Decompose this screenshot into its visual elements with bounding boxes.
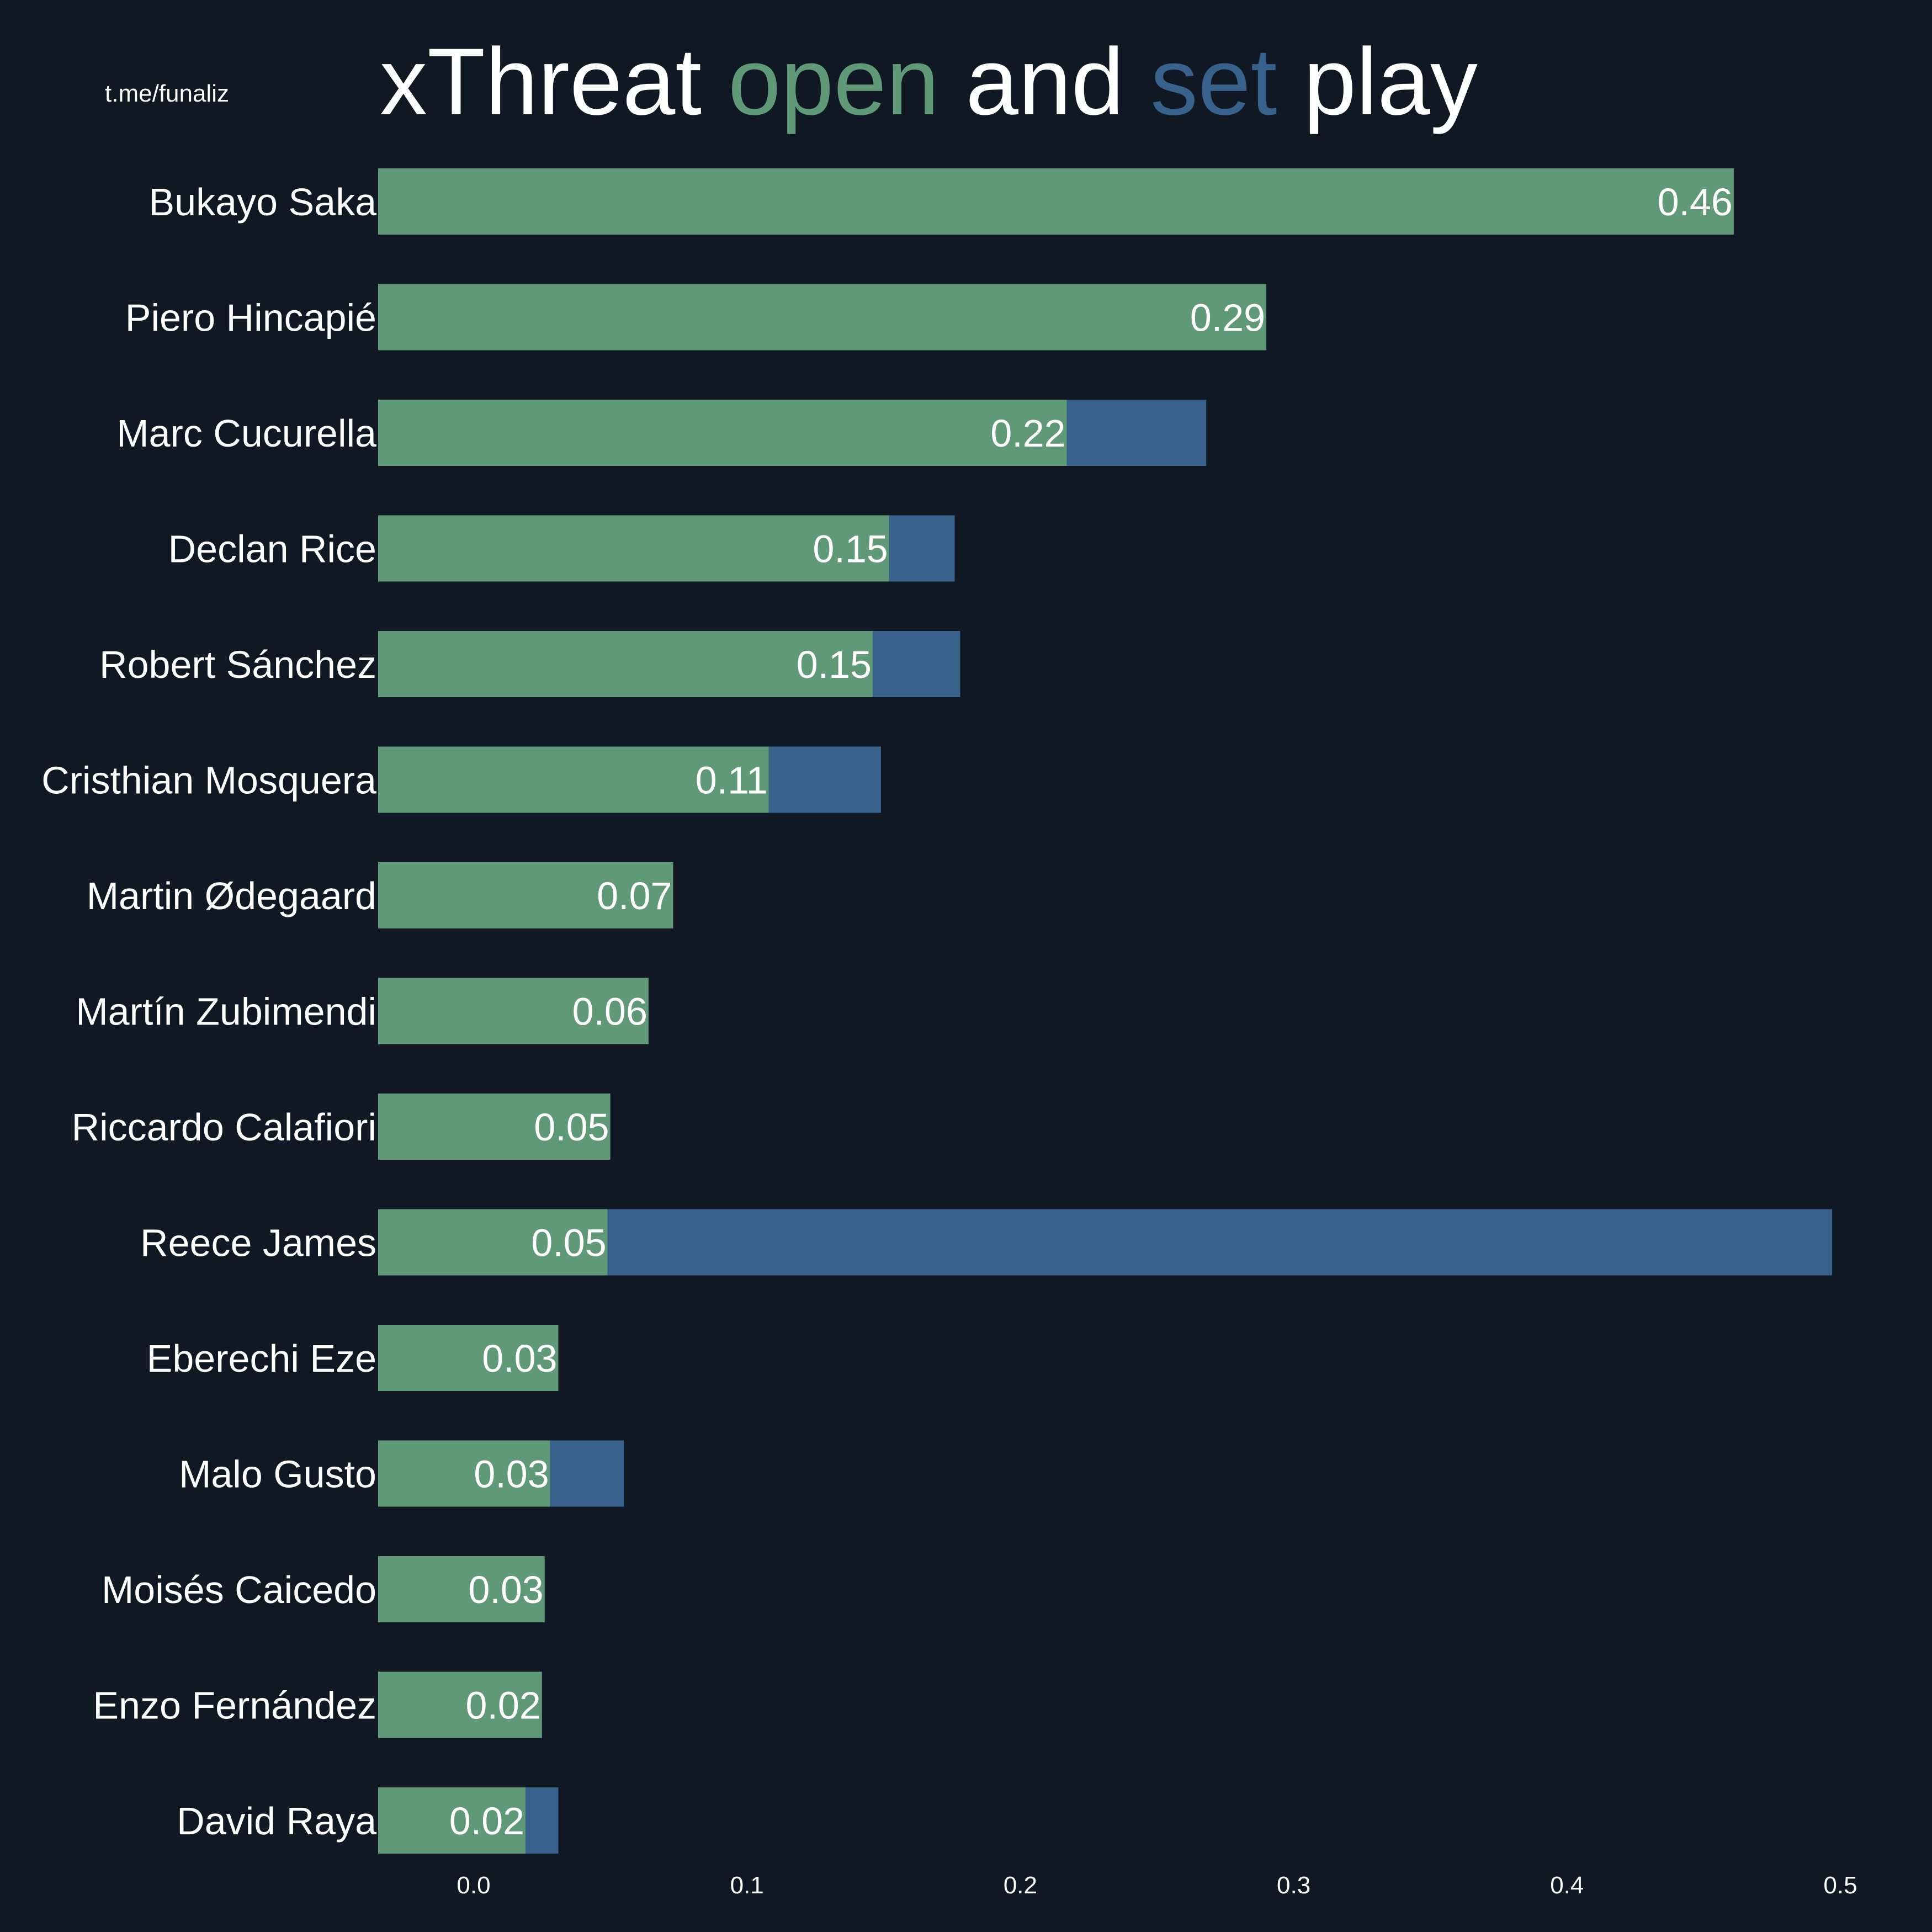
player-label: Robert Sánchez (99, 643, 376, 686)
title-set-word: set (1150, 29, 1277, 135)
x-tick-label: 0.1 (730, 1872, 764, 1899)
data-label-open: 0.05 (534, 1106, 609, 1149)
bar-open-11 (378, 1440, 550, 1507)
bar-set-11 (550, 1440, 624, 1507)
player-label: Enzo Fernández (93, 1684, 376, 1727)
title-part-2: and (939, 29, 1151, 135)
title-part-1: xThreat (380, 29, 728, 135)
title-open-word: open (728, 29, 940, 135)
x-tick-label: 0.3 (1277, 1872, 1310, 1899)
data-label-open: 0.03 (482, 1337, 557, 1380)
bar-open-14 (378, 1787, 526, 1854)
bar-set-14 (526, 1787, 559, 1854)
bar-set-9 (607, 1209, 1833, 1276)
data-label-open: 0.11 (696, 759, 768, 802)
player-label: David Raya (177, 1800, 376, 1843)
x-tick-label: 0.5 (1823, 1872, 1857, 1899)
bar-set-4 (872, 631, 960, 697)
player-label: Bukayo Saka (149, 181, 377, 224)
x-tick-label: 0.0 (457, 1872, 490, 1899)
bar-open-2 (378, 400, 1067, 466)
player-label: Martín Zubimendi (76, 990, 376, 1033)
bar-set-2 (1066, 400, 1207, 466)
player-label: Reece James (140, 1222, 376, 1265)
bar-open-13 (378, 1671, 542, 1738)
bar-open-1 (378, 284, 1267, 351)
data-label-open: 0.15 (797, 643, 872, 686)
bar-open-5 (378, 746, 769, 813)
x-tick-label: 0.2 (1004, 1872, 1037, 1899)
bar-open-7 (378, 978, 649, 1044)
bar-open-0 (378, 168, 1734, 235)
player-label: Cristhian Mosquera (41, 759, 376, 802)
data-label-open: 0.05 (531, 1222, 606, 1265)
data-label-open: 0.03 (469, 1568, 544, 1611)
bar-open-10 (378, 1325, 559, 1391)
bar-open-9 (378, 1209, 608, 1276)
data-label-open: 0.02 (449, 1800, 524, 1843)
data-label-open: 0.22 (990, 412, 1065, 455)
bar-open-4 (378, 631, 873, 697)
x-tick-label: 0.4 (1550, 1872, 1584, 1899)
watermark: t.me/funaliz (105, 80, 229, 107)
bar-open-6 (378, 862, 673, 928)
player-label: Marc Cucurella (116, 412, 376, 455)
data-label-open: 0.06 (572, 990, 647, 1033)
chart-title: xThreat open and set play (380, 26, 1478, 137)
player-label: Eberechi Eze (147, 1337, 376, 1380)
bar-set-3 (889, 515, 955, 582)
data-label-open: 0.07 (597, 874, 672, 917)
player-label: Malo Gusto (179, 1453, 376, 1496)
player-label: Piero Hincapié (125, 296, 376, 339)
player-label: Martin Ødegaard (87, 874, 376, 917)
player-label: Declan Rice (168, 528, 376, 571)
data-label-open: 0.46 (1658, 181, 1733, 224)
data-label-open: 0.02 (466, 1684, 541, 1727)
data-label-open: 0.15 (813, 528, 888, 571)
bar-set-5 (768, 746, 881, 813)
bar-open-12 (378, 1556, 545, 1622)
player-label: Riccardo Calafiori (72, 1106, 376, 1149)
title-part-3: play (1277, 29, 1478, 135)
player-label: Moisés Caicedo (102, 1568, 376, 1611)
bar-open-8 (378, 1094, 611, 1160)
data-label-open: 0.03 (474, 1453, 549, 1496)
data-label-open: 0.29 (1190, 296, 1265, 339)
bar-open-3 (378, 515, 889, 582)
